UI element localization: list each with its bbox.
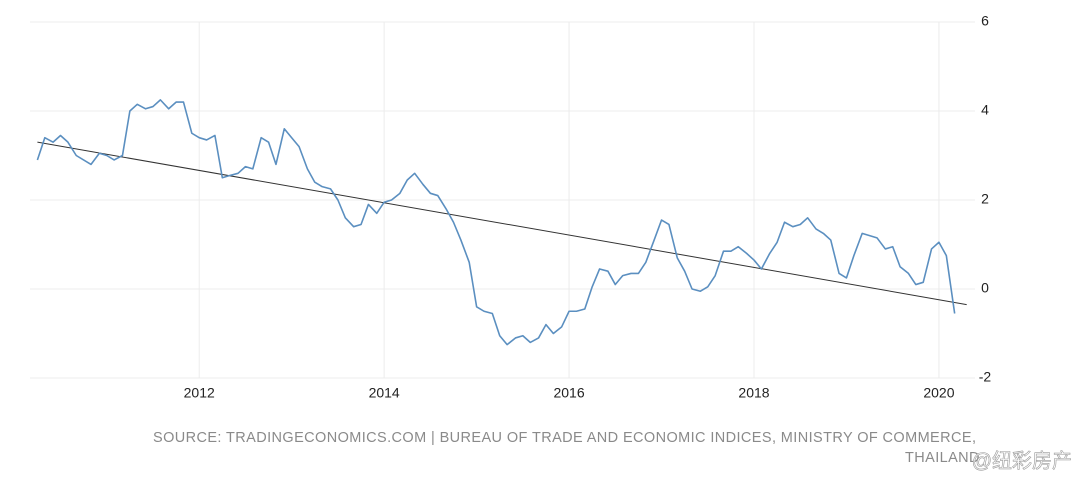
x-tick-label: 2012 (184, 385, 215, 401)
y-tick-label: -2 (979, 369, 992, 385)
data-line (36, 99, 956, 346)
source-text: SOURCE: TRADINGECONOMICS.COM | BUREAU OF… (153, 430, 976, 446)
x-tick-label: 2020 (923, 385, 954, 401)
y-tick-label: 4 (981, 102, 989, 118)
watermark: @纽彩房产 (972, 449, 1072, 472)
y-tick-label: 6 (981, 13, 989, 29)
trend-line (37, 141, 967, 306)
x-tick-label: 2016 (553, 385, 584, 401)
source-text-line2: THAILAND (905, 450, 980, 466)
y-tick-label: 2 (981, 191, 989, 207)
x-tick-label: 2014 (369, 385, 400, 401)
y-tick-label: 0 (981, 280, 989, 296)
x-tick-label: 2018 (738, 385, 769, 401)
